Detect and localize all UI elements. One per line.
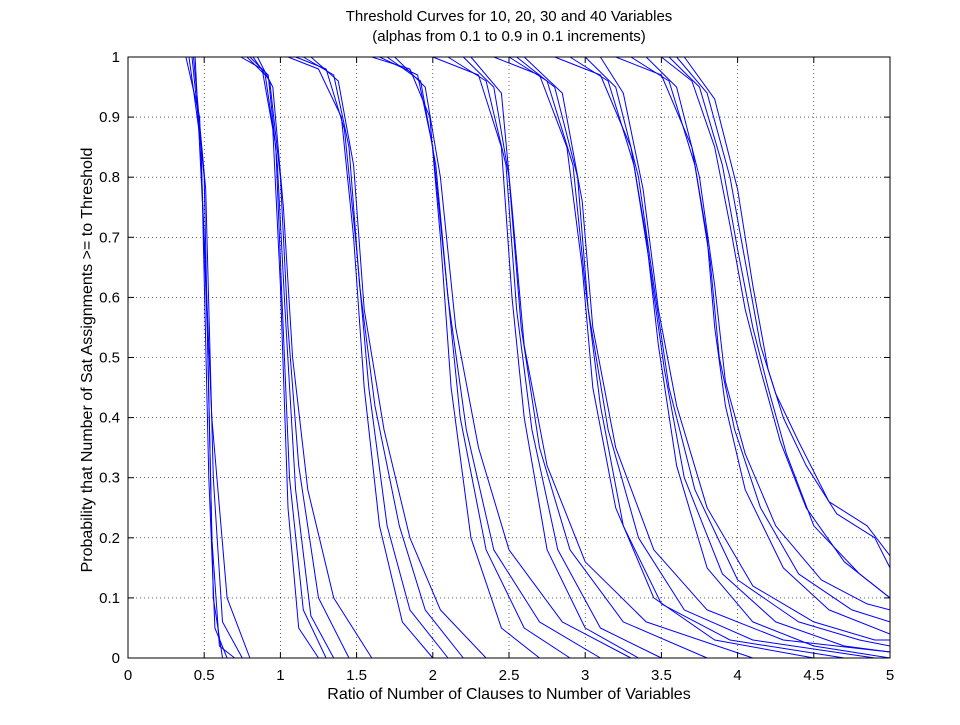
series-line-18 bbox=[394, 56, 632, 659]
y-tick-label: 0.7 bbox=[99, 229, 120, 246]
x-tick-label: 3.5 bbox=[651, 667, 672, 684]
series-line-11 bbox=[287, 56, 434, 659]
series-line-24 bbox=[508, 56, 845, 659]
ticks bbox=[127, 56, 891, 659]
series-line-14 bbox=[310, 56, 487, 659]
x-tick-label: 4.5 bbox=[803, 667, 824, 684]
series-line-20 bbox=[447, 56, 662, 659]
x-tick-label: 4 bbox=[733, 667, 741, 684]
y-tick-labels: 0 0.1 0.2 0.3 0.4 0.5 0.6 0.7 0.8 0.9 1 bbox=[99, 49, 120, 667]
x-tick-label: 0 bbox=[124, 667, 132, 684]
series-line-26 bbox=[523, 56, 891, 653]
series-line-16 bbox=[379, 56, 571, 659]
y-tick-label: 0.9 bbox=[99, 109, 120, 126]
series-layer bbox=[185, 56, 891, 659]
series-line-32 bbox=[630, 56, 891, 623]
series-line-25 bbox=[516, 56, 875, 659]
x-tick-label: 0.5 bbox=[194, 667, 215, 684]
x-tick-label: 1.5 bbox=[346, 667, 367, 684]
series-line-27 bbox=[554, 56, 891, 659]
y-tick-label: 0.1 bbox=[99, 590, 120, 607]
x-tick-label: 3 bbox=[581, 667, 589, 684]
series-line-4 bbox=[193, 56, 243, 659]
x-axis-label: Ratio of Number of Clauses to Number of … bbox=[327, 686, 690, 703]
x-tick-label: 1 bbox=[276, 667, 284, 684]
y-tick-label: 0.8 bbox=[99, 169, 120, 186]
series-line-10 bbox=[249, 56, 335, 659]
series-line-15 bbox=[371, 56, 540, 659]
y-tick-label: 0.6 bbox=[99, 289, 120, 306]
series-line-12 bbox=[295, 56, 449, 659]
series-line-33 bbox=[645, 56, 891, 611]
series-line-9 bbox=[257, 56, 373, 659]
series-line-30 bbox=[599, 56, 890, 641]
series-line-31 bbox=[615, 56, 891, 635]
series-line-23 bbox=[493, 56, 814, 659]
series-line-29 bbox=[584, 56, 891, 647]
chart-subtitle: (alphas from 0.1 to 0.9 in 0.1 increment… bbox=[372, 28, 645, 45]
series-line-34 bbox=[661, 56, 891, 599]
series-line-13 bbox=[303, 56, 464, 659]
series-line-21 bbox=[462, 56, 708, 659]
y-tick-label: 0.3 bbox=[99, 470, 120, 487]
y-axis-label: Probability that Number of Sat Assignmen… bbox=[79, 148, 96, 573]
x-tick-label: 5 bbox=[886, 667, 894, 684]
series-line-17 bbox=[386, 56, 601, 659]
x-tick-labels: 0 0.5 1 1.5 2 2.5 3 3.5 4 4.5 5 bbox=[124, 667, 894, 684]
x-tick-label: 2.5 bbox=[499, 667, 520, 684]
y-tick-label: 1 bbox=[112, 49, 120, 66]
series-line-37 bbox=[683, 56, 891, 569]
series-line-22 bbox=[470, 56, 753, 659]
series-line-19 bbox=[432, 56, 639, 659]
x-tick-label: 2 bbox=[429, 667, 437, 684]
y-tick-label: 0.4 bbox=[99, 410, 120, 427]
y-tick-label: 0.5 bbox=[99, 350, 120, 367]
y-tick-label: 0 bbox=[112, 650, 120, 667]
chart-title: Threshold Curves for 10, 20, 30 and 40 V… bbox=[346, 8, 673, 25]
series-line-28 bbox=[569, 56, 891, 653]
series-line-5 bbox=[185, 56, 223, 659]
y-tick-label: 0.2 bbox=[99, 530, 120, 547]
series-line-35 bbox=[668, 56, 891, 599]
